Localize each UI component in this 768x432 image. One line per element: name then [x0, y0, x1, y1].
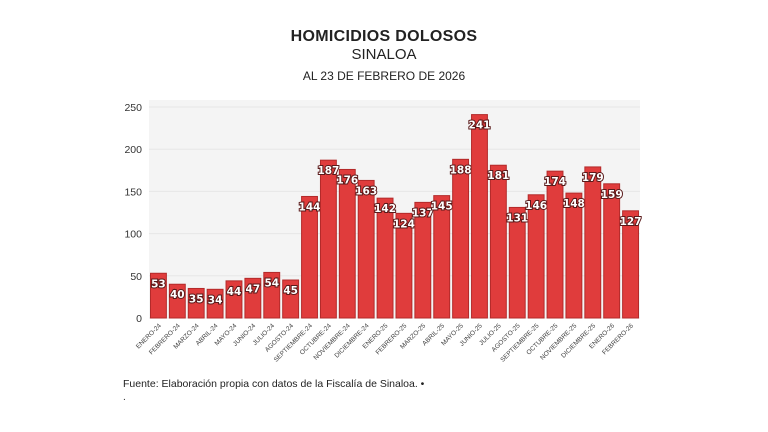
bar [622, 210, 639, 319]
bar [508, 206, 526, 319]
bar [319, 159, 337, 319]
bar-value-label: 34 [208, 294, 223, 306]
bar-value-label: 144 [299, 201, 321, 213]
bar-value-label: 54 [264, 277, 279, 289]
bar-value-label: 124 [393, 218, 415, 230]
bar [565, 192, 583, 319]
bar [584, 166, 602, 319]
y-tick-label: 250 [124, 102, 142, 114]
bar [452, 158, 470, 319]
bar [395, 212, 413, 319]
bar-value-label: 179 [582, 172, 604, 184]
bar-value-label: 47 [246, 283, 261, 295]
bar [301, 195, 318, 319]
footer-mark: . [123, 392, 126, 403]
source-note: Fuente: Elaboración propia con datos de … [123, 378, 425, 390]
y-tick-label: 100 [124, 229, 142, 241]
bar [603, 183, 621, 319]
bar [150, 272, 167, 319]
bar [225, 280, 243, 319]
bar-value-label: 188 [450, 164, 472, 176]
bar-value-label: 142 [374, 203, 396, 215]
bar-value-label: 146 [525, 200, 547, 212]
bar-value-label: 131 [506, 212, 528, 224]
y-tick-label: 200 [124, 144, 142, 156]
bar [187, 287, 205, 319]
bar-value-label: 241 [469, 120, 491, 132]
bar-value-label: 187 [317, 165, 339, 177]
bar [527, 194, 545, 319]
bar [206, 288, 224, 319]
date-note: AL 23 DE FEBRERO DE 2026 [302, 69, 466, 83]
bar [244, 277, 262, 319]
bar-value-label: 145 [431, 201, 453, 213]
bar [433, 195, 451, 319]
bar-value-label: 159 [601, 189, 623, 201]
bar-value-label: 174 [544, 176, 566, 188]
bar [168, 283, 186, 319]
bar-value-label: 181 [487, 170, 509, 182]
bar [282, 279, 300, 319]
bar [471, 114, 488, 319]
bar-value-label: 137 [412, 207, 434, 219]
bar-value-label: 40 [170, 289, 185, 301]
bar [546, 170, 564, 319]
bar [357, 179, 375, 319]
bar [263, 271, 281, 319]
bar [338, 168, 356, 319]
y-tick-label: 50 [130, 271, 142, 283]
bar-value-label: 44 [227, 286, 242, 298]
y-tick-label: 150 [124, 186, 142, 198]
chart-title: HOMICIDIOS DOLOSOS [290, 28, 478, 45]
bar-value-label: 127 [620, 216, 642, 228]
bar-value-label: 176 [336, 174, 358, 186]
bar [414, 201, 432, 319]
bar-value-label: 148 [563, 198, 585, 210]
bar-value-label: 35 [189, 293, 204, 305]
bar [489, 164, 507, 319]
y-tick-label: 0 [136, 313, 142, 325]
bar-value-label: 45 [283, 285, 298, 297]
bar [376, 197, 394, 319]
chart-subtitle: SINALOA [351, 46, 417, 63]
bar-value-label: 163 [355, 185, 377, 197]
bar-value-label: 53 [151, 278, 166, 290]
